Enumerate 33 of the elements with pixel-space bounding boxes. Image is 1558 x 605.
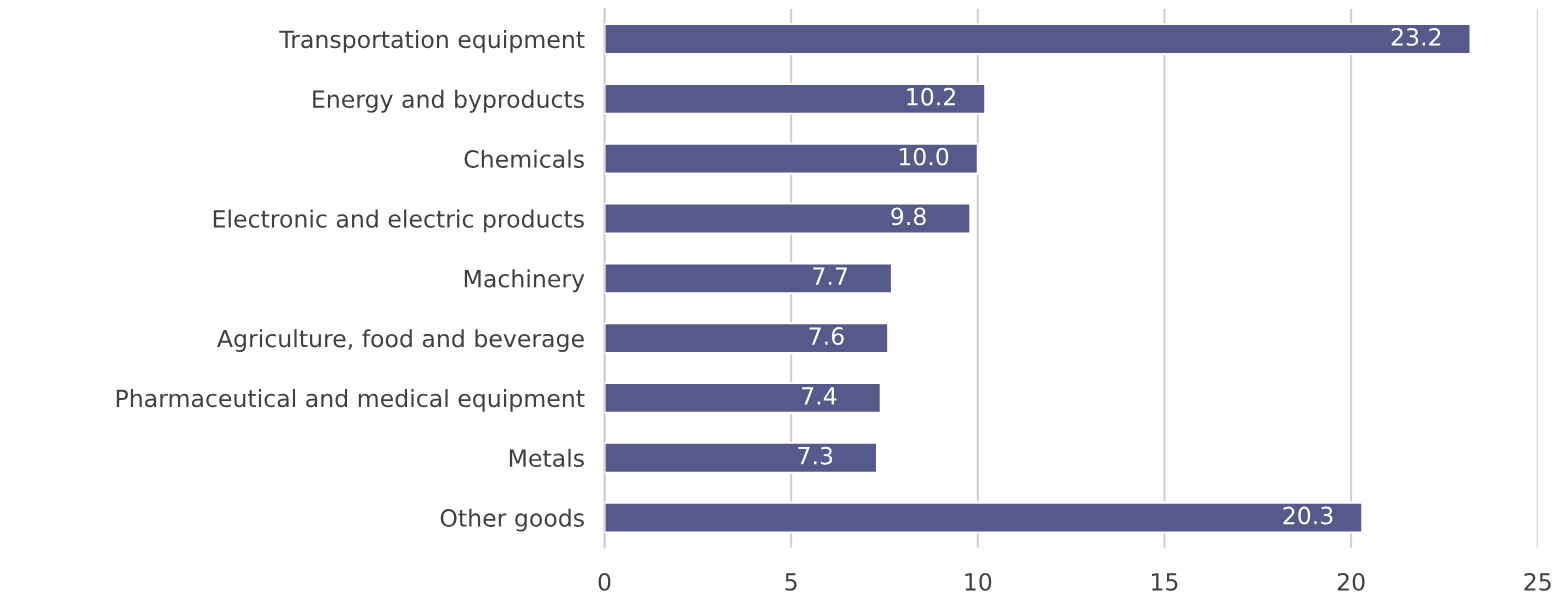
bar (604, 142, 979, 175)
y-tick-label: Metals (509, 448, 584, 468)
y-tick-label: Electronic and electric products (213, 209, 584, 233)
data-label: 10.0 (899, 147, 949, 166)
data-label: 7.6 (809, 327, 844, 345)
x-tick-label: 0 (598, 572, 611, 591)
y-tick-label: Chemicals (464, 149, 584, 168)
bar (604, 441, 879, 474)
x-tick-label: 20 (1337, 572, 1365, 591)
y-tick-label: Machinery (464, 269, 585, 293)
data-label: 7.4 (802, 387, 837, 405)
bar (604, 501, 1364, 534)
data-label: 10.2 (907, 87, 955, 106)
bar (604, 82, 987, 115)
x-tick-label: 15 (1152, 573, 1178, 591)
data-label: 7.7 (813, 267, 847, 285)
bar (604, 202, 972, 235)
y-tick-label: Energy and byproducts (313, 89, 584, 113)
bar (604, 22, 1472, 55)
bar (604, 322, 890, 355)
y-tick-label: Agriculture, food and beverage (217, 329, 584, 353)
x-tick-label: 10 (965, 572, 992, 591)
data-label: 7.3 (798, 446, 833, 465)
x-tick-label: 25 (1524, 572, 1551, 591)
y-tick-label: Transportation equipment (279, 30, 585, 53)
bar (604, 381, 882, 414)
data-label: 23.2 (1391, 27, 1441, 46)
data-label: 20.3 (1283, 506, 1333, 525)
data-label: 9.8 (891, 207, 926, 226)
y-tick-label: Pharmaceutical and medical equipment (116, 388, 585, 412)
y-tick-label: Other goods (440, 508, 584, 532)
bar (604, 262, 893, 295)
x-tick-label: 5 (785, 573, 797, 591)
